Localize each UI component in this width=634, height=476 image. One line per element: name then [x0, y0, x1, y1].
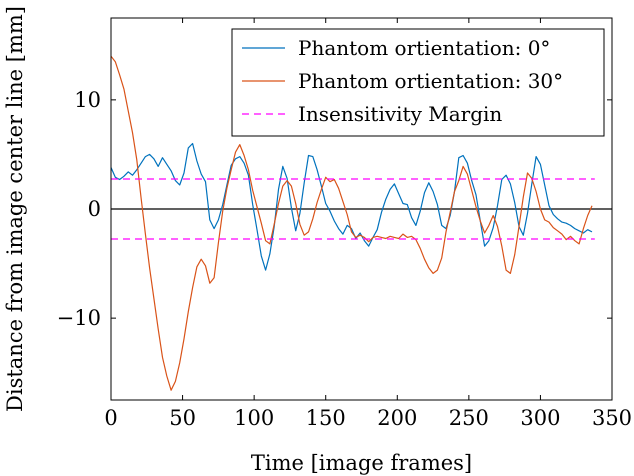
- x-tick-label: 250: [449, 406, 489, 430]
- y-axis-label: Distance from image center line [mm]: [3, 6, 27, 412]
- series-line-1: [111, 55, 593, 391]
- y-tick-label: 10: [74, 88, 101, 112]
- x-axis-label: Time [image frames]: [251, 451, 472, 475]
- series-line-0: [111, 142, 593, 271]
- legend-box: [231, 28, 605, 137]
- legend-label-0: Phantom ortientation: 0°: [298, 36, 550, 60]
- x-tick-label: 100: [234, 406, 274, 430]
- legend-label-1: Phantom ortientation: 30°: [298, 69, 563, 93]
- y-tick-label: −10: [57, 306, 101, 330]
- x-tick-label: 0: [104, 406, 117, 430]
- x-tick-label: 150: [306, 406, 346, 430]
- legend-label-2: Insensitivity Margin: [298, 102, 502, 126]
- x-tick-label: 200: [377, 406, 417, 430]
- x-tick-label: 300: [520, 406, 560, 430]
- y-tick-label: 0: [88, 197, 101, 221]
- x-tick-label: 350: [592, 406, 632, 430]
- x-tick-label: 50: [169, 406, 196, 430]
